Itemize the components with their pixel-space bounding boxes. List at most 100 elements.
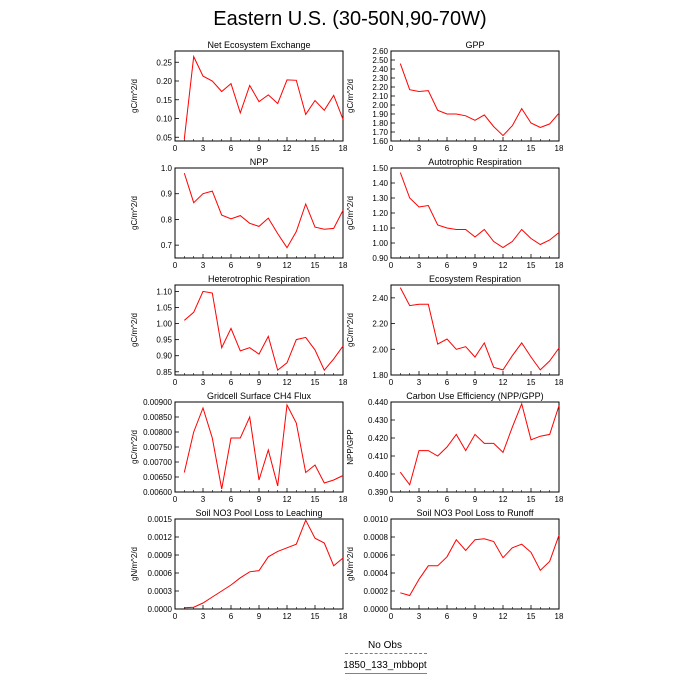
y-tick-label: 0.390 xyxy=(368,488,389,497)
x-tick-label: 3 xyxy=(417,144,422,153)
x-tick-label: 6 xyxy=(229,261,234,270)
y-axis-label: gN/m^2/d xyxy=(130,547,139,581)
y-tick-label: 0.90 xyxy=(156,352,172,361)
y-tick-label: 1.40 xyxy=(372,179,388,188)
series-line xyxy=(183,172,344,249)
y-tick-label: 0.0000 xyxy=(364,605,389,614)
panel-title: Soil NO3 Pool Loss to Leaching xyxy=(195,508,322,518)
y-tick-label: 1.00 xyxy=(372,239,388,248)
plot-frame xyxy=(174,518,344,610)
series-line xyxy=(399,402,560,486)
x-tick-label: 15 xyxy=(311,261,320,270)
x-tick-label: 3 xyxy=(417,261,422,270)
y-tick-label: 1.00 xyxy=(156,320,172,329)
x-tick-label: 9 xyxy=(257,144,262,153)
x-tick-label: 9 xyxy=(257,261,262,270)
x-tick-label: 0 xyxy=(173,261,178,270)
y-tick-label: 0.410 xyxy=(368,452,389,461)
y-tick-label: 2.50 xyxy=(372,56,388,65)
x-tick-label: 15 xyxy=(527,495,536,504)
y-tick-label: 1.05 xyxy=(156,304,172,313)
x-tick-label: 3 xyxy=(201,612,206,621)
y-tick-label: 0.00750 xyxy=(143,443,172,452)
y-tick-label: 0.00900 xyxy=(143,398,172,407)
y-tick-label: 0.0010 xyxy=(364,515,389,524)
x-tick-label: 0 xyxy=(389,495,394,504)
x-tick-label: 18 xyxy=(339,378,348,387)
y-tick-label: 0.0009 xyxy=(148,551,173,560)
plot-frame xyxy=(390,518,560,610)
x-tick-label: 12 xyxy=(499,261,508,270)
y-tick-label: 0.0006 xyxy=(364,551,389,560)
y-tick-label: 1.70 xyxy=(372,128,388,137)
series-line xyxy=(184,518,344,609)
figure-title: Eastern U.S. (30-50N,90-70W) xyxy=(213,8,487,30)
x-tick-label: 6 xyxy=(229,612,234,621)
plot-frame xyxy=(174,167,344,259)
y-tick-label: 0.8 xyxy=(161,215,173,224)
x-tick-label: 9 xyxy=(473,495,478,504)
panel-title: Autotrophic Respiration xyxy=(428,157,522,167)
y-tick-label: 0.20 xyxy=(156,77,172,86)
x-tick-label: 3 xyxy=(201,378,206,387)
panel-title: Net Ecosystem Exchange xyxy=(207,40,310,50)
x-tick-label: 3 xyxy=(417,495,422,504)
y-tick-label: 2.60 xyxy=(372,47,388,56)
x-tick-label: 0 xyxy=(173,612,178,621)
y-tick-label: 1.20 xyxy=(372,209,388,218)
x-tick-label: 0 xyxy=(389,261,394,270)
y-tick-label: 1.90 xyxy=(372,110,388,119)
legend-label-obs: No Obs xyxy=(368,640,402,651)
x-tick-label: 0 xyxy=(389,378,394,387)
y-axis-label: gC/m^2/d xyxy=(346,196,355,230)
y-tick-label: 1.10 xyxy=(372,224,388,233)
legend-line-model xyxy=(345,673,427,674)
x-tick-label: 12 xyxy=(283,495,292,504)
x-tick-label: 12 xyxy=(283,378,292,387)
y-axis-label: gC/m^2/d xyxy=(130,430,139,464)
y-axis-label: gC/m^2/d xyxy=(346,79,355,113)
x-tick-label: 0 xyxy=(389,612,394,621)
series-line xyxy=(399,172,560,249)
y-tick-label: 0.400 xyxy=(368,470,389,479)
x-tick-label: 6 xyxy=(229,495,234,504)
legend-line-obs xyxy=(345,653,427,654)
y-tick-label: 0.25 xyxy=(156,58,172,67)
x-tick-label: 15 xyxy=(311,612,320,621)
y-tick-label: 0.0000 xyxy=(148,605,173,614)
x-tick-label: 15 xyxy=(311,378,320,387)
plot-frame xyxy=(174,50,344,142)
x-tick-label: 15 xyxy=(527,378,536,387)
y-tick-label: 0.0002 xyxy=(364,587,389,596)
x-tick-label: 12 xyxy=(499,378,508,387)
y-axis-label: gC/m^2/d xyxy=(346,313,355,347)
x-tick-label: 0 xyxy=(173,495,178,504)
x-tick-label: 18 xyxy=(555,495,564,504)
x-tick-label: 18 xyxy=(555,378,564,387)
panel-title: Gridcell Surface CH4 Flux xyxy=(207,391,312,401)
y-tick-label: 0.00600 xyxy=(143,488,172,497)
y-tick-label: 1.10 xyxy=(156,287,172,296)
x-tick-label: 12 xyxy=(499,144,508,153)
x-tick-label: 6 xyxy=(445,378,450,387)
x-tick-label: 15 xyxy=(527,261,536,270)
y-axis-label: gC/m^2/d xyxy=(130,79,139,113)
x-tick-label: 18 xyxy=(339,261,348,270)
y-tick-label: 1.50 xyxy=(372,164,388,173)
series-line xyxy=(183,290,344,372)
series-line xyxy=(399,287,560,371)
y-tick-label: 2.00 xyxy=(372,345,388,354)
y-tick-label: 0.00850 xyxy=(143,413,172,422)
x-tick-label: 18 xyxy=(555,261,564,270)
y-tick-label: 1.80 xyxy=(372,119,388,128)
y-tick-label: 0.9 xyxy=(161,190,173,199)
legend-label-model: 1850_133_mbbopt xyxy=(343,660,427,671)
y-axis-label: gC/m^2/d xyxy=(130,313,139,347)
series-line xyxy=(399,63,560,137)
y-tick-label: 2.10 xyxy=(372,92,388,101)
x-tick-label: 18 xyxy=(555,612,564,621)
panel-title: GPP xyxy=(465,40,484,50)
y-tick-label: 0.05 xyxy=(156,133,172,142)
x-tick-label: 18 xyxy=(339,612,348,621)
